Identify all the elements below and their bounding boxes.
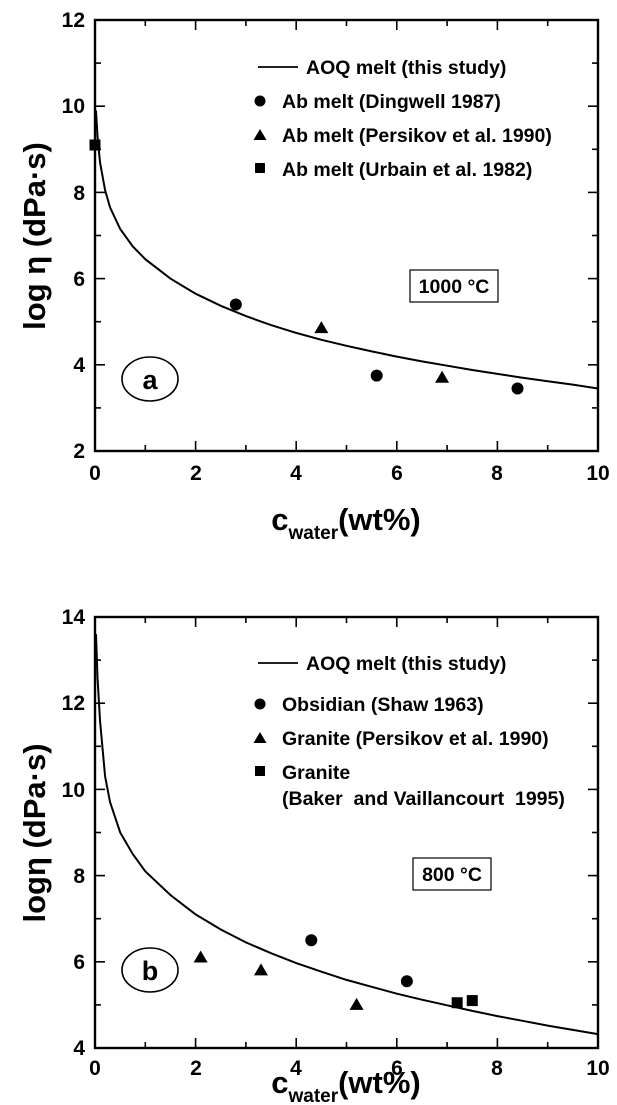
panel-badge-b — [121, 947, 179, 993]
x-tick-label-b-3: 6 — [391, 1057, 403, 1080]
legend-b-label-0: AOQ melt (this study) — [306, 653, 506, 675]
temperature-box-b — [412, 857, 492, 891]
y-tick-label-a-0: 2 — [73, 440, 85, 463]
y-axis-title-b: logη (dPa·s) — [17, 743, 52, 922]
y-tick-label-a-2: 6 — [73, 268, 85, 291]
x-tick-label-b-4: 8 — [491, 1057, 503, 1080]
panel-letter-a: a — [142, 365, 158, 395]
panel-b: 4 6 8 10 12 14 0 2 4 6 8 10 logη (dPa·s)… — [17, 606, 610, 1105]
x-axis-title-b-tail: (wt%) — [338, 1065, 421, 1100]
panel-badge-a — [121, 356, 179, 402]
aoq-curve-a — [95, 110, 598, 390]
circle-point-a — [370, 369, 383, 382]
legend-a-square-swatch — [255, 163, 265, 173]
legend-b: AOQ melt (this study) Obsidian (Shaw 196… — [253, 653, 565, 810]
square-point-b — [466, 995, 478, 1007]
x-axis-title-b: cwater(wt%) — [271, 1065, 421, 1105]
x-axis-title-a-main: c — [271, 502, 288, 537]
x-axis-title-a: cwater(wt%) — [271, 502, 421, 544]
circle-point-a — [511, 382, 524, 395]
temperature-label-a: 1000 °C — [419, 276, 490, 298]
legend-b-triangle-swatch — [253, 732, 267, 743]
legend-b-square-swatch — [255, 766, 265, 776]
legend-b-label-2: Granite (Persikov et al. 1990) — [282, 728, 549, 750]
legend-a-triangle-swatch — [253, 129, 267, 140]
panel-a: 2 4 6 8 10 12 0 2 4 6 8 10 log η (dPa·s)… — [17, 9, 610, 544]
x-tick-label-a-3: 6 — [391, 462, 403, 485]
temperature-label-b: 800 °C — [422, 864, 482, 886]
legend-b-label-1: Obsidian (Shaw 1963) — [282, 694, 484, 716]
square-point-b — [451, 997, 463, 1009]
legend-a: AOQ melt (this study) Ab melt (Dingwell … — [253, 57, 552, 181]
x-tick-label-a-0: 0 — [89, 462, 101, 485]
x-tick-label-a-1: 2 — [190, 462, 202, 485]
legend-b-label-3b: (Baker and Vaillancourt 1995) — [282, 788, 565, 810]
y-tick-label-b-0: 4 — [73, 1037, 85, 1060]
legend-a-circle-swatch — [254, 95, 266, 107]
triangle-point-b — [253, 963, 268, 976]
y-tick-label-a-5: 12 — [62, 9, 85, 32]
legend-a-label-3: Ab melt (Urbain et al. 1982) — [282, 159, 532, 181]
markers-a — [89, 139, 524, 395]
y-tick-label-b-5: 14 — [62, 606, 86, 629]
y-tick-label-b-4: 12 — [62, 692, 85, 715]
triangle-point-b — [349, 997, 364, 1010]
x-tick-label-a-2: 4 — [290, 462, 302, 485]
y-tick-label-a-1: 4 — [73, 354, 85, 377]
circle-point-a — [229, 298, 242, 311]
legend-a-label-2: Ab melt (Persikov et al. 1990) — [282, 125, 552, 147]
triangle-point-a — [314, 321, 329, 334]
y-tick-label-b-2: 8 — [73, 865, 85, 888]
x-tick-label-b-5: 10 — [586, 1057, 609, 1080]
x-tick-label-b-1: 2 — [190, 1057, 202, 1080]
y-tick-label-a-3: 8 — [73, 182, 85, 205]
square-point-a — [89, 139, 101, 151]
triangle-point-a — [435, 370, 450, 383]
markers-b — [193, 934, 478, 1010]
x-tick-label-b-0: 0 — [89, 1057, 101, 1080]
x-axis-title-b-sub: water — [287, 1086, 338, 1105]
legend-a-label-0: AOQ melt (this study) — [306, 57, 506, 79]
panel-letter-b: b — [142, 956, 159, 986]
y-tick-label-a-4: 10 — [62, 95, 85, 118]
legend-b-label-3a: Granite — [282, 762, 350, 784]
temperature-box-a — [409, 269, 499, 303]
circle-point-b — [305, 934, 318, 947]
x-tick-label-a-5: 10 — [586, 462, 609, 485]
x-axis-title-a-sub: water — [287, 523, 338, 544]
ticks-b — [94, 616, 599, 1049]
triangle-point-b — [193, 950, 208, 963]
x-axis-title-b-main: c — [271, 1065, 288, 1100]
x-tick-label-a-4: 8 — [491, 462, 503, 485]
y-tick-label-b-3: 10 — [62, 779, 85, 802]
aoq-curve-b — [95, 634, 598, 1036]
circle-point-b — [400, 975, 413, 988]
legend-b-circle-swatch — [254, 698, 266, 710]
x-tick-label-b-2: 4 — [290, 1057, 302, 1080]
x-axis-title-a-tail: (wt%) — [338, 502, 421, 537]
legend-a-label-1: Ab melt (Dingwell 1987) — [282, 91, 501, 113]
y-axis-title-a: log η (dPa·s) — [17, 142, 52, 330]
y-tick-label-b-1: 6 — [73, 951, 85, 974]
